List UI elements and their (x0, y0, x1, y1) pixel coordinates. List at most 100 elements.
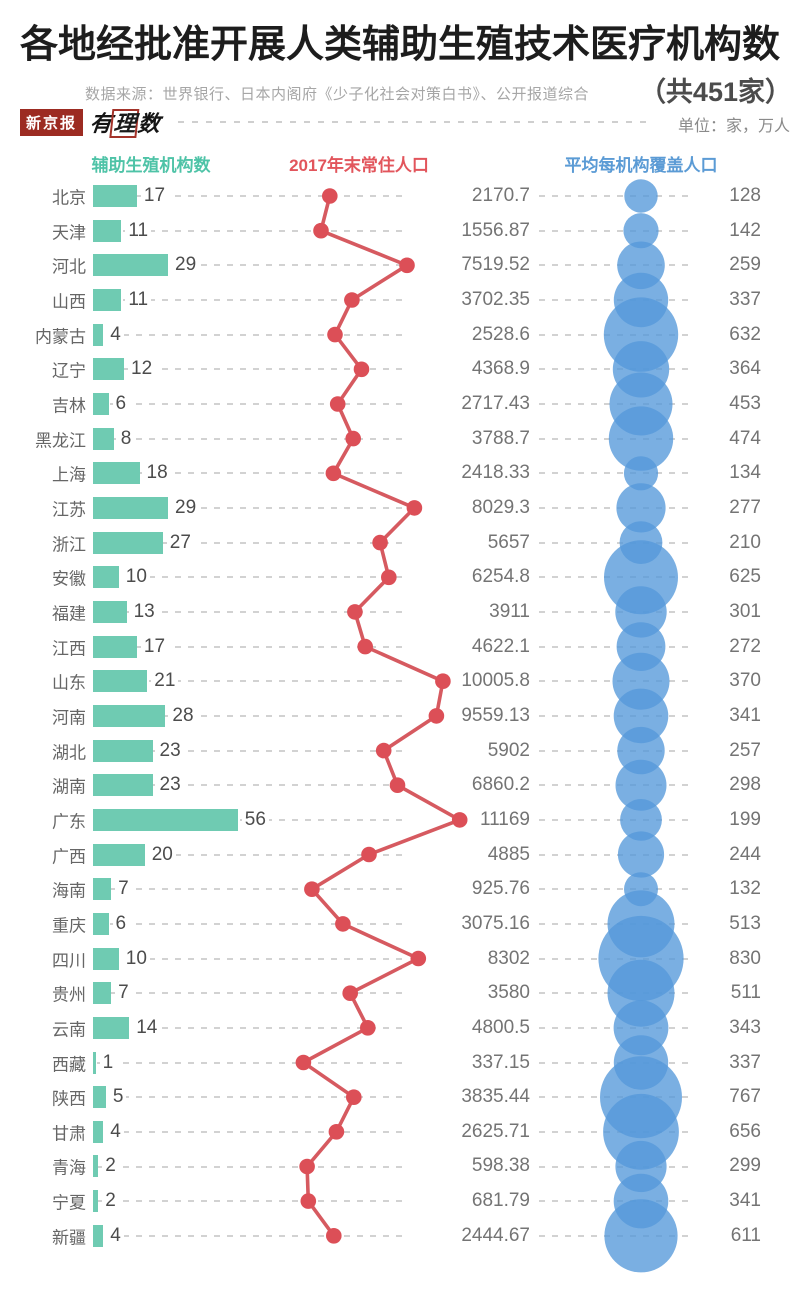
institutions-bar (93, 1120, 104, 1143)
province-label: 河南 (52, 708, 86, 728)
coverage-bubble (608, 406, 674, 471)
youlishu-logo: 有理数 (88, 106, 160, 138)
population-dot (406, 500, 423, 516)
province-label: 广西 (52, 847, 86, 867)
population-value: 2528.6 (408, 322, 532, 347)
header-divider-dashed-line (178, 121, 648, 123)
coverage-bubble (617, 831, 665, 878)
population-dot (322, 188, 338, 204)
institutions-value: 23 (156, 774, 184, 797)
population-value: 598.38 (408, 1154, 532, 1179)
province-label: 宁夏 (52, 1193, 86, 1213)
coverage-value: 370 (694, 669, 763, 694)
coverage-value: 511 (694, 981, 763, 1006)
population-value: 6254.8 (408, 565, 532, 590)
coverage-value: 142 (694, 218, 763, 243)
population-dot (372, 534, 388, 551)
population-value: 7519.52 (408, 253, 532, 278)
institutions-value: 4 (107, 1224, 124, 1247)
total-count-badge: （共451家） (638, 77, 792, 107)
table-row: 湖南 23 6860.2 298 (0, 768, 800, 803)
institutions-bar (93, 288, 122, 311)
coverage-bubble (615, 759, 667, 811)
coverage-value: 199 (694, 807, 763, 832)
coverage-bubble (615, 586, 667, 638)
institutions-value: 20 (148, 843, 176, 866)
coverage-value: 299 (694, 1154, 763, 1179)
table-row: 重庆 6 3075.16 513 (0, 907, 800, 942)
coverage-value: 272 (694, 634, 763, 659)
population-dot (435, 673, 451, 689)
population-dot (360, 1020, 376, 1036)
coverage-bubble (623, 213, 659, 249)
population-dot (345, 430, 362, 447)
coverage-value: 259 (694, 253, 763, 278)
institutions-value: 1 (99, 1051, 117, 1074)
province-label: 吉林 (52, 396, 86, 416)
institutions-value: 6 (112, 912, 130, 935)
column-header-coverage: 平均每机构覆盖人口 (564, 156, 718, 175)
population-dot (304, 881, 320, 897)
population-value: 3702.35 (408, 287, 532, 312)
institutions-bar (93, 704, 166, 727)
page-title: 各地经批准开展人类辅助生殖技术医疗机构数 (19, 24, 780, 66)
institutions-bar (93, 843, 145, 866)
institutions-bar (93, 947, 119, 970)
institutions-value: 29 (172, 496, 200, 519)
institutions-bar (93, 1051, 96, 1074)
population-value: 3911 (408, 599, 532, 624)
province-label: 上海 (52, 465, 86, 485)
coverage-value: 513 (694, 911, 763, 936)
population-value: 2170.7 (408, 184, 532, 209)
coverage-value: 210 (694, 530, 763, 555)
institutions-bar (93, 635, 137, 658)
table-row: 河北 29 7519.52 259 (0, 248, 800, 283)
coverage-value: 632 (694, 322, 763, 347)
coverage-value: 625 (694, 565, 763, 590)
coverage-bubble-layer (598, 179, 684, 1273)
institutions-bar (93, 982, 112, 1005)
institutions-bar (93, 1155, 99, 1178)
coverage-bubble (617, 726, 665, 775)
population-value: 1556.87 (408, 218, 532, 243)
population-value: 11169 (408, 807, 532, 832)
coverage-value: 277 (694, 495, 763, 520)
institutions-bar (93, 1086, 106, 1109)
table-row: 天津 11 1556.87 142 (0, 213, 800, 248)
institutions-value: 7 (115, 878, 132, 901)
institutions-value: 18 (143, 462, 171, 485)
coverage-value: 343 (694, 1015, 763, 1040)
table-row: 内蒙古 4 2528.6 632 (0, 317, 800, 352)
institutions-value: 2 (102, 1190, 119, 1213)
coverage-value: 656 (694, 1119, 763, 1144)
institutions-value: 10 (122, 566, 150, 589)
table-row: 新疆 4 2444.67 611 (0, 1219, 800, 1254)
institutions-value: 17 (140, 635, 169, 658)
population-dot (295, 1054, 312, 1071)
table-row: 陕西 5 3835.44 767 (0, 1080, 800, 1115)
province-label: 重庆 (52, 916, 86, 936)
population-value: 4622.1 (408, 634, 532, 659)
population-value: 3835.44 (408, 1085, 532, 1110)
population-value: 5657 (408, 530, 532, 555)
population-dot (326, 1228, 342, 1244)
population-dot (313, 222, 329, 239)
population-dot (342, 985, 359, 1001)
population-value: 4800.5 (408, 1015, 532, 1040)
institutions-bar (93, 912, 109, 935)
province-label: 四川 (52, 951, 86, 971)
coverage-value: 830 (694, 946, 763, 971)
population-dot (451, 812, 468, 828)
coverage-value: 767 (694, 1085, 763, 1110)
table-row: 四川 10 8302 830 (0, 941, 800, 976)
province-label: 山西 (52, 292, 86, 312)
brand-logo: 新京报 有理数 (20, 108, 160, 138)
province-label: 江西 (52, 639, 86, 659)
province-label: 云南 (52, 1020, 86, 1040)
province-label: 青海 (52, 1158, 86, 1178)
province-label: 湖北 (52, 743, 86, 763)
province-label: 江苏 (52, 500, 86, 520)
population-dot (399, 257, 415, 274)
coverage-bubble (613, 688, 669, 744)
